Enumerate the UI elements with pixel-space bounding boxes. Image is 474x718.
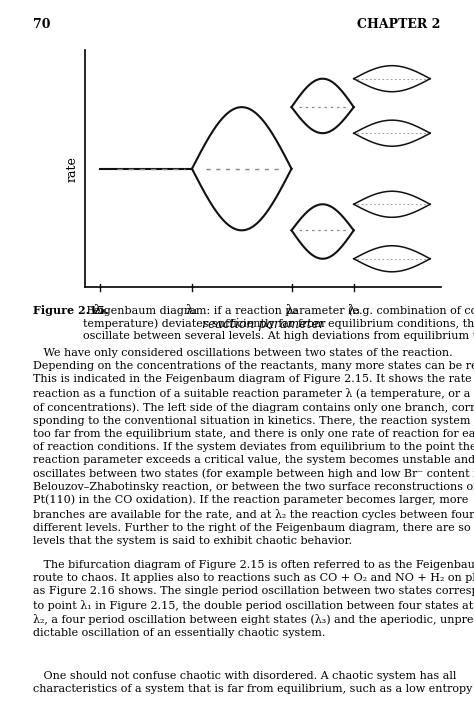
Text: Figure 2.15.: Figure 2.15. (33, 305, 109, 316)
Text: CHAPTER 2: CHAPTER 2 (357, 18, 441, 31)
Text: reaction parameter: reaction parameter (201, 318, 325, 331)
Text: Feigenbaum diagram: if a reaction parameter (e.g. combination of concentrations : Feigenbaum diagram: if a reaction parame… (83, 305, 474, 341)
Text: λ₂: λ₂ (285, 304, 298, 317)
Text: λ₃: λ₃ (347, 304, 360, 317)
Text: 70: 70 (33, 18, 51, 31)
Text: We have only considered oscillations between two states of the reaction.
Dependi: We have only considered oscillations bet… (33, 348, 474, 546)
Text: The bifurcation diagram of Figure 2.15 is often referred to as the Feigenbaum
ro: The bifurcation diagram of Figure 2.15 i… (33, 560, 474, 638)
Text: λ₀: λ₀ (93, 304, 106, 317)
Y-axis label: rate: rate (65, 156, 78, 182)
Text: One should not confuse chaotic with disordered. A chaotic system has all
charact: One should not confuse chaotic with diso… (33, 671, 474, 694)
Text: λ₁: λ₁ (185, 304, 199, 317)
